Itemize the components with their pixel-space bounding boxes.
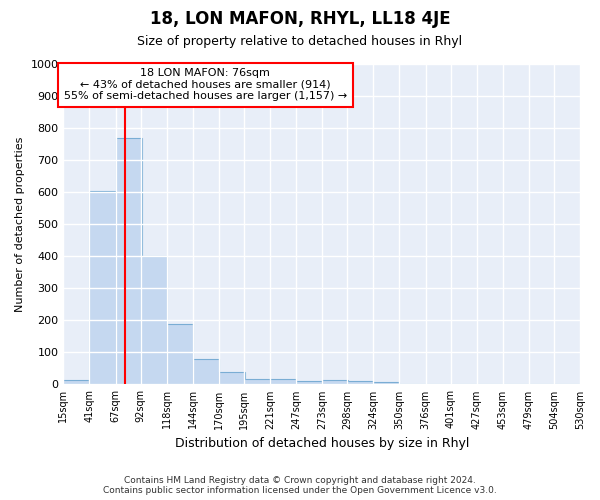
Bar — [167, 324, 193, 384]
Bar — [116, 138, 142, 384]
Text: Contains HM Land Registry data © Crown copyright and database right 2024.
Contai: Contains HM Land Registry data © Crown c… — [103, 476, 497, 495]
Bar — [270, 378, 296, 384]
Bar — [140, 256, 167, 384]
X-axis label: Distribution of detached houses by size in Rhyl: Distribution of detached houses by size … — [175, 437, 469, 450]
Bar — [322, 380, 348, 384]
Bar — [244, 378, 270, 384]
Y-axis label: Number of detached properties: Number of detached properties — [15, 136, 25, 312]
Bar — [296, 381, 322, 384]
Bar — [89, 190, 116, 384]
Bar — [193, 360, 219, 384]
Text: Size of property relative to detached houses in Rhyl: Size of property relative to detached ho… — [137, 35, 463, 48]
Bar — [347, 381, 373, 384]
Text: 18 LON MAFON: 76sqm
← 43% of detached houses are smaller (914)
55% of semi-detac: 18 LON MAFON: 76sqm ← 43% of detached ho… — [64, 68, 347, 102]
Bar — [219, 372, 245, 384]
Bar — [64, 380, 89, 384]
Bar — [373, 382, 400, 384]
Text: 18, LON MAFON, RHYL, LL18 4JE: 18, LON MAFON, RHYL, LL18 4JE — [149, 10, 451, 28]
